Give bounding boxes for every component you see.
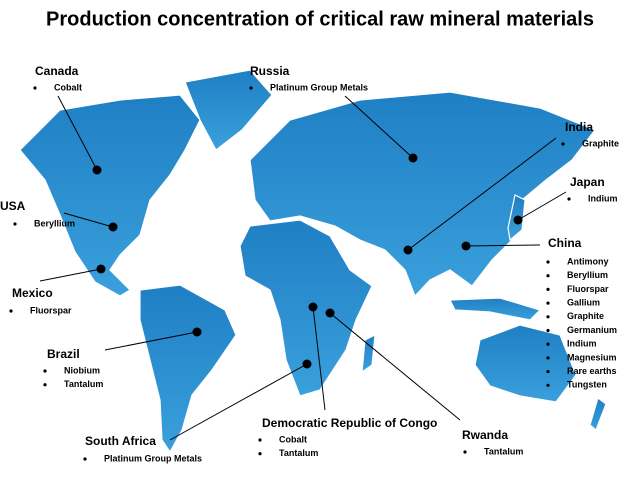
country-label: Rwanda xyxy=(462,428,508,442)
country-label: Democratic Republic of Congo xyxy=(262,416,437,430)
bullet xyxy=(13,222,17,226)
mineral-label: Fluorspar xyxy=(567,284,609,294)
location-dot xyxy=(403,245,413,255)
mineral-label: Tungsten xyxy=(567,380,607,390)
south-america xyxy=(139,284,237,454)
world-map xyxy=(19,69,607,454)
bullet xyxy=(546,328,550,333)
bullet xyxy=(546,260,550,264)
greenland xyxy=(184,69,273,151)
mineral-label: Indium xyxy=(588,193,618,203)
leader-line xyxy=(104,331,198,351)
bullet xyxy=(463,450,467,454)
bullet xyxy=(83,457,87,461)
mineral-label: Germanium xyxy=(567,325,617,335)
bullet xyxy=(249,86,253,90)
north-america xyxy=(19,94,201,297)
mineral-label: Cobalt xyxy=(279,434,307,444)
location-dot xyxy=(461,241,471,251)
mineral-label: Graphite xyxy=(582,138,619,148)
mineral-label: Tantalum xyxy=(279,448,318,458)
new-zealand xyxy=(589,397,607,431)
mineral-label: Niobium xyxy=(64,365,100,375)
country-label: USA xyxy=(0,199,26,213)
location-dot xyxy=(192,327,202,337)
location-dot xyxy=(92,165,102,175)
country-label: Russia xyxy=(250,64,290,78)
bullet xyxy=(9,309,13,313)
mineral-label: Tantalum xyxy=(484,446,523,456)
madagascar xyxy=(361,333,376,374)
leader-line xyxy=(465,244,541,247)
mineral-label: Beryllium xyxy=(34,218,75,228)
leader-line xyxy=(312,306,326,411)
country-label: Canada xyxy=(35,64,79,78)
bullet xyxy=(33,86,37,90)
indonesia xyxy=(449,297,542,321)
leader-line xyxy=(344,95,414,159)
callouts: Canada Cobalt Russia Platinum Group Metals I… xyxy=(0,64,619,463)
country-label: South Africa xyxy=(85,434,156,448)
leader-line xyxy=(39,268,102,282)
leader-line xyxy=(517,191,567,221)
bullet xyxy=(546,356,550,360)
leader-line xyxy=(57,95,98,171)
mineral-label: Magnesium xyxy=(567,352,617,362)
eurasia xyxy=(249,91,596,298)
bullet xyxy=(567,197,571,201)
bullet xyxy=(43,383,47,387)
bullet xyxy=(546,274,550,278)
bullet xyxy=(258,438,262,442)
mineral-label: Indium xyxy=(567,339,597,349)
leader-line xyxy=(329,312,461,421)
country-label: Brazil xyxy=(47,347,80,361)
bullet xyxy=(43,369,47,373)
bullet xyxy=(561,142,565,146)
bullet xyxy=(258,452,262,456)
leader-line xyxy=(169,363,308,441)
leader-line xyxy=(63,212,114,228)
country-label: China xyxy=(548,236,582,250)
country-label: India xyxy=(565,120,593,134)
mineral-label: Cobalt xyxy=(54,82,82,92)
country-label: Japan xyxy=(570,175,605,189)
location-dot xyxy=(302,359,312,369)
country-label: Mexico xyxy=(12,286,53,300)
location-dot xyxy=(96,264,106,274)
location-dot xyxy=(108,222,118,232)
location-dot xyxy=(308,302,318,312)
location-dot xyxy=(325,308,335,318)
mineral-label: Beryllium xyxy=(567,270,608,280)
mineral-label: Tantalum xyxy=(64,379,103,389)
mineral-label: Graphite xyxy=(567,311,604,321)
location-dot xyxy=(408,153,418,163)
bullet xyxy=(546,301,550,305)
mineral-label: Antimony xyxy=(567,256,609,266)
bullet xyxy=(546,370,550,374)
africa xyxy=(239,219,373,397)
mineral-label: Rare earths xyxy=(567,366,617,376)
leader-line xyxy=(407,137,557,251)
australia xyxy=(474,324,577,403)
location-dot xyxy=(513,215,523,225)
bullet xyxy=(546,287,550,291)
mineral-label: Platinum Group Metals xyxy=(270,82,368,92)
mineral-label: Platinum Group Metals xyxy=(104,453,202,463)
bullet xyxy=(546,383,550,387)
mineral-label: Gallium xyxy=(567,297,600,307)
mineral-label: Fluorspar xyxy=(30,305,72,315)
bullet xyxy=(546,315,550,319)
bullet xyxy=(546,342,550,346)
title: Production concentration of critical raw… xyxy=(46,8,594,30)
